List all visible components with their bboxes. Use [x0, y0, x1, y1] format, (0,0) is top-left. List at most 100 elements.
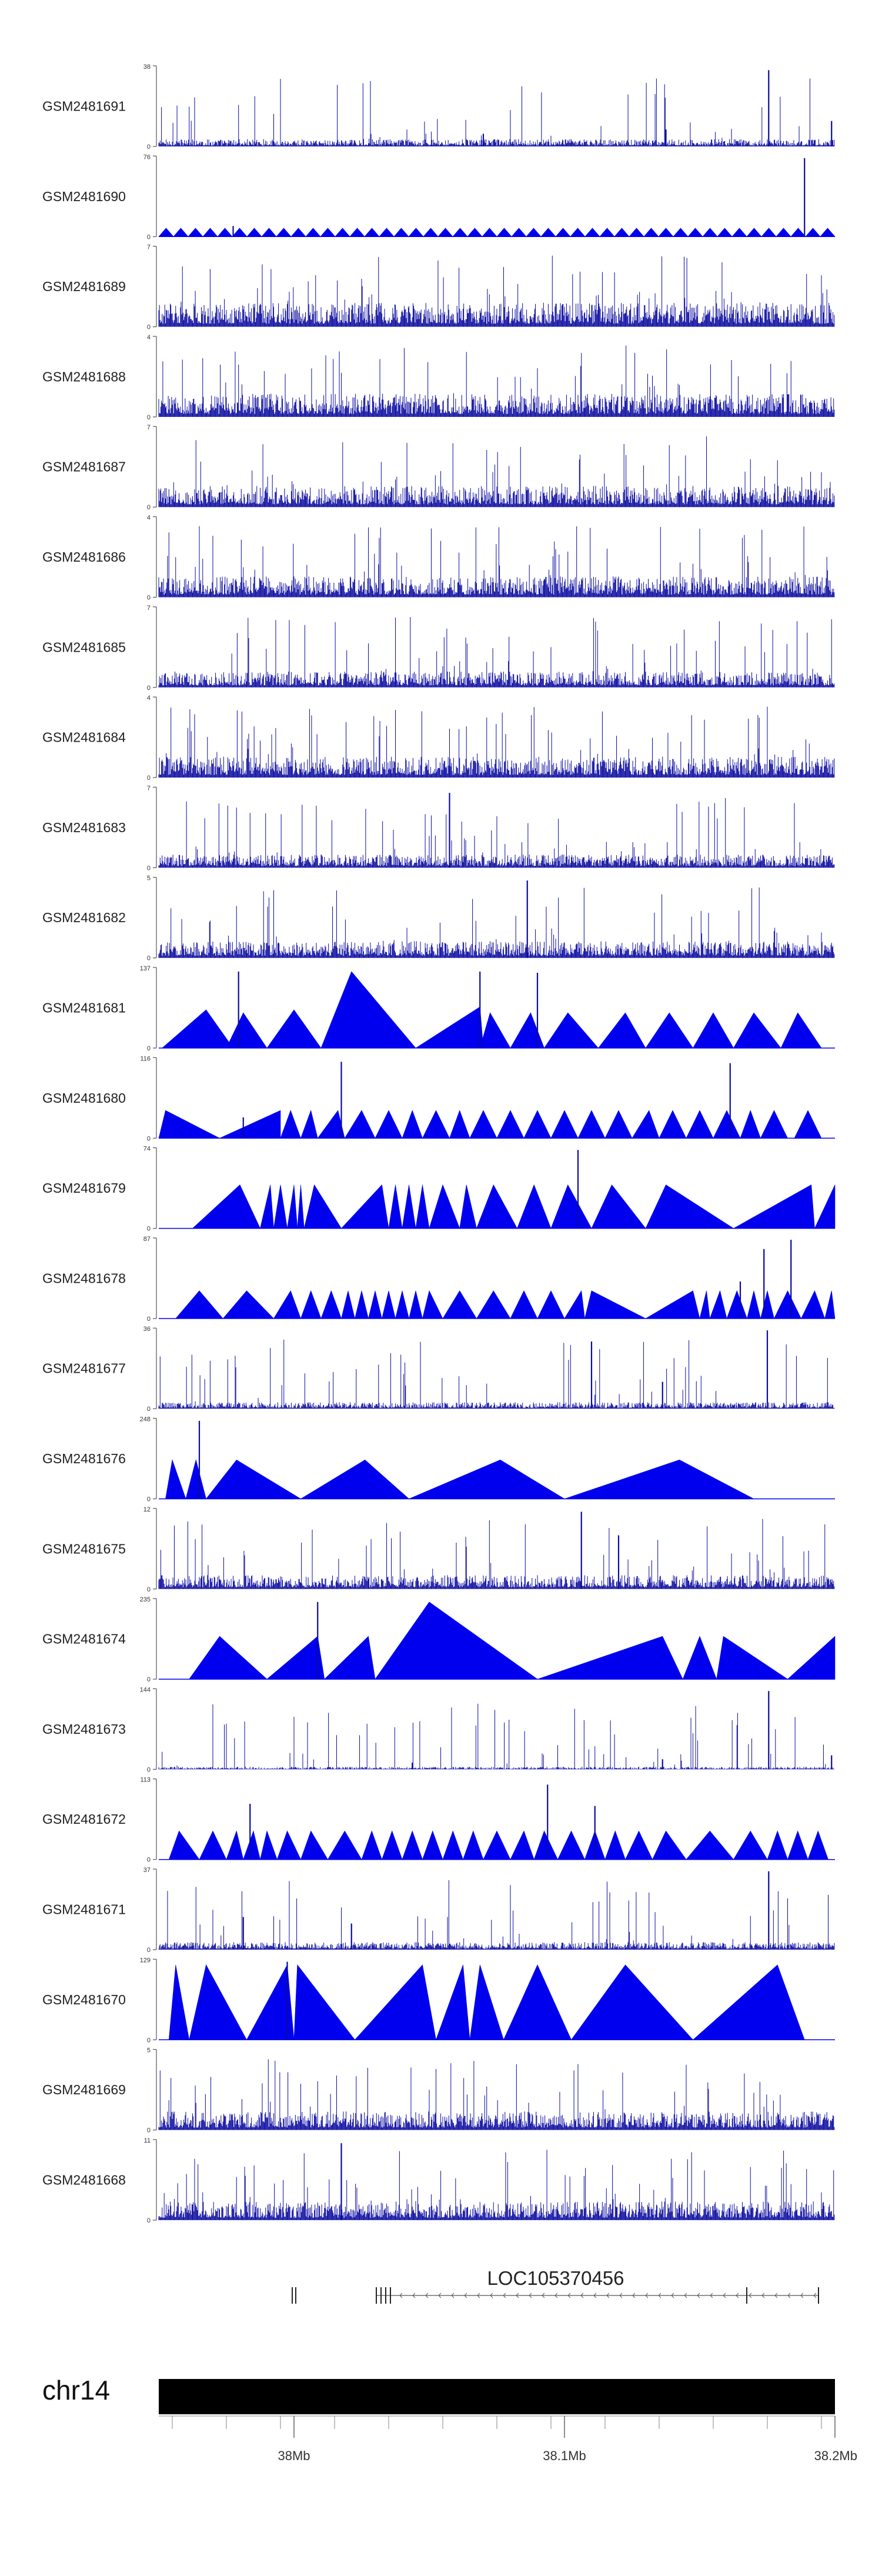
coverage-triangle — [364, 228, 380, 237]
strand-arrow — [736, 2293, 739, 2298]
coverage-triangle — [199, 1830, 227, 1860]
coverage-triangle — [188, 228, 203, 237]
chromosome-ideogram: chr14 38Mb 38.1Mb 38.2Mb — [42, 2375, 857, 2463]
coverage-triangle — [324, 1636, 376, 1680]
signal-tracks: GSM2481691380GSM2481690760GSM248168970GS… — [42, 64, 836, 2224]
genome-axis: 38Mb 38.1Mb 38.2Mb — [159, 2415, 857, 2463]
coverage-triangle — [599, 228, 615, 237]
coverage-triangle — [175, 1290, 223, 1319]
coverage-triangle — [290, 228, 306, 237]
coverage-triangle — [645, 1184, 734, 1229]
coverage-triangle — [517, 1184, 552, 1229]
coverage-triangle — [555, 228, 571, 237]
track-label: GSM2481669 — [42, 2082, 126, 2097]
coverage-bars — [158, 617, 835, 688]
coverage-triangle — [320, 971, 416, 1049]
y-min-label: 0 — [147, 414, 151, 421]
coverage-triangle — [273, 1290, 301, 1319]
strand-arrow — [645, 2293, 649, 2298]
coverage-triangle — [717, 228, 733, 237]
coverage-triangle — [297, 1184, 305, 1229]
coverage-triangle — [202, 228, 218, 237]
coverage-triangle — [436, 1964, 470, 2040]
strand-arrow — [412, 2293, 416, 2298]
coverage-triangle — [437, 228, 453, 237]
y-max-label: 137 — [140, 965, 151, 972]
coverage-triangle — [158, 228, 174, 237]
coverage-triangle — [510, 1012, 544, 1049]
y-max-label: 248 — [140, 1416, 151, 1423]
track-label: GSM2481681 — [42, 1000, 126, 1016]
track-GSM2481687: GSM2481687 7 0 — [42, 424, 835, 511]
coverage-triangle — [643, 228, 659, 237]
coverage-triangle — [682, 1636, 717, 1680]
y-min-label: 0 — [147, 1316, 151, 1323]
strand-arrow — [490, 2293, 493, 2298]
coverage-triangle — [746, 228, 762, 237]
coverage-triangle — [537, 1636, 683, 1680]
coverage-triangle — [276, 1830, 301, 1860]
coverage-triangle — [429, 1184, 460, 1229]
coverage-triangle — [280, 1110, 301, 1139]
track-label: GSM2481687 — [42, 459, 126, 475]
coverage-triangle — [189, 1636, 268, 1680]
coverage-bars — [158, 2150, 835, 2220]
coverage-triangle — [577, 1110, 606, 1139]
track-label: GSM2481685 — [42, 639, 126, 655]
track-label: GSM2481691 — [42, 99, 126, 114]
coverage-bars — [158, 706, 835, 778]
track-label: GSM2481671 — [42, 1902, 126, 1917]
track-label: GSM2481690 — [42, 189, 126, 204]
coverage-triangle — [375, 1601, 538, 1680]
track-label: GSM2481675 — [42, 1541, 126, 1556]
coverage-triangle — [533, 1830, 558, 1860]
coverage-triangle — [591, 1184, 646, 1229]
coverage-triangle — [629, 228, 644, 237]
y-max-label: 11 — [144, 2137, 151, 2144]
chromosome-bar — [159, 2379, 835, 2414]
coverage-triangle — [173, 228, 189, 237]
coverage-triangle — [320, 1290, 342, 1319]
coverage-triangle — [344, 1110, 376, 1139]
coverage-triangle — [469, 1110, 497, 1139]
coverage-triangle — [652, 1830, 687, 1860]
strand-arrow — [542, 2293, 545, 2298]
coverage-triangle — [550, 1184, 592, 1229]
coverage-triangle — [644, 1290, 700, 1319]
coverage-triangle — [692, 1012, 734, 1049]
strand-arrow — [567, 2293, 571, 2298]
coverage-triangle — [293, 1964, 356, 2040]
y-max-label: 7 — [147, 244, 151, 251]
coverage-triangle — [476, 1184, 518, 1229]
coverage-triangle — [570, 1964, 694, 2040]
coverage-triangle — [189, 1964, 248, 2040]
coverage-triangle — [469, 1964, 504, 2040]
coverage-triangle — [713, 1110, 741, 1139]
coverage-triangle — [659, 1110, 687, 1139]
strand-arrow — [697, 2293, 700, 2298]
coverage-triangle — [702, 228, 718, 237]
track-GSM2481691: GSM2481691 38 0 — [42, 64, 835, 151]
track-label: GSM2481674 — [42, 1631, 126, 1647]
y-max-label: 12 — [143, 1506, 151, 1513]
y-min-label: 0 — [147, 955, 151, 962]
coverage-triangle — [523, 1110, 552, 1139]
coverage-triangle — [168, 1964, 190, 2040]
axis-tick-label: 38Mb — [278, 2448, 310, 2463]
coverage-triangle — [801, 1290, 826, 1319]
y-min-label: 0 — [147, 1857, 151, 1864]
strand-arrow — [787, 2293, 791, 2298]
coverage-triangle — [459, 1184, 477, 1229]
track-label: GSM2481677 — [42, 1361, 126, 1376]
strand-arrow — [438, 2293, 442, 2298]
coverage-triangle — [564, 1459, 754, 1499]
strand-arrow — [464, 2293, 467, 2298]
coverage-triangle — [415, 1184, 430, 1229]
coverage-bars — [158, 436, 835, 508]
coverage-triangle — [463, 1830, 484, 1860]
coverage-triangle — [355, 1290, 369, 1319]
coverage-triangle — [219, 1110, 281, 1139]
coverage-triangle — [327, 1830, 362, 1860]
y-max-label: 116 — [140, 1055, 151, 1062]
